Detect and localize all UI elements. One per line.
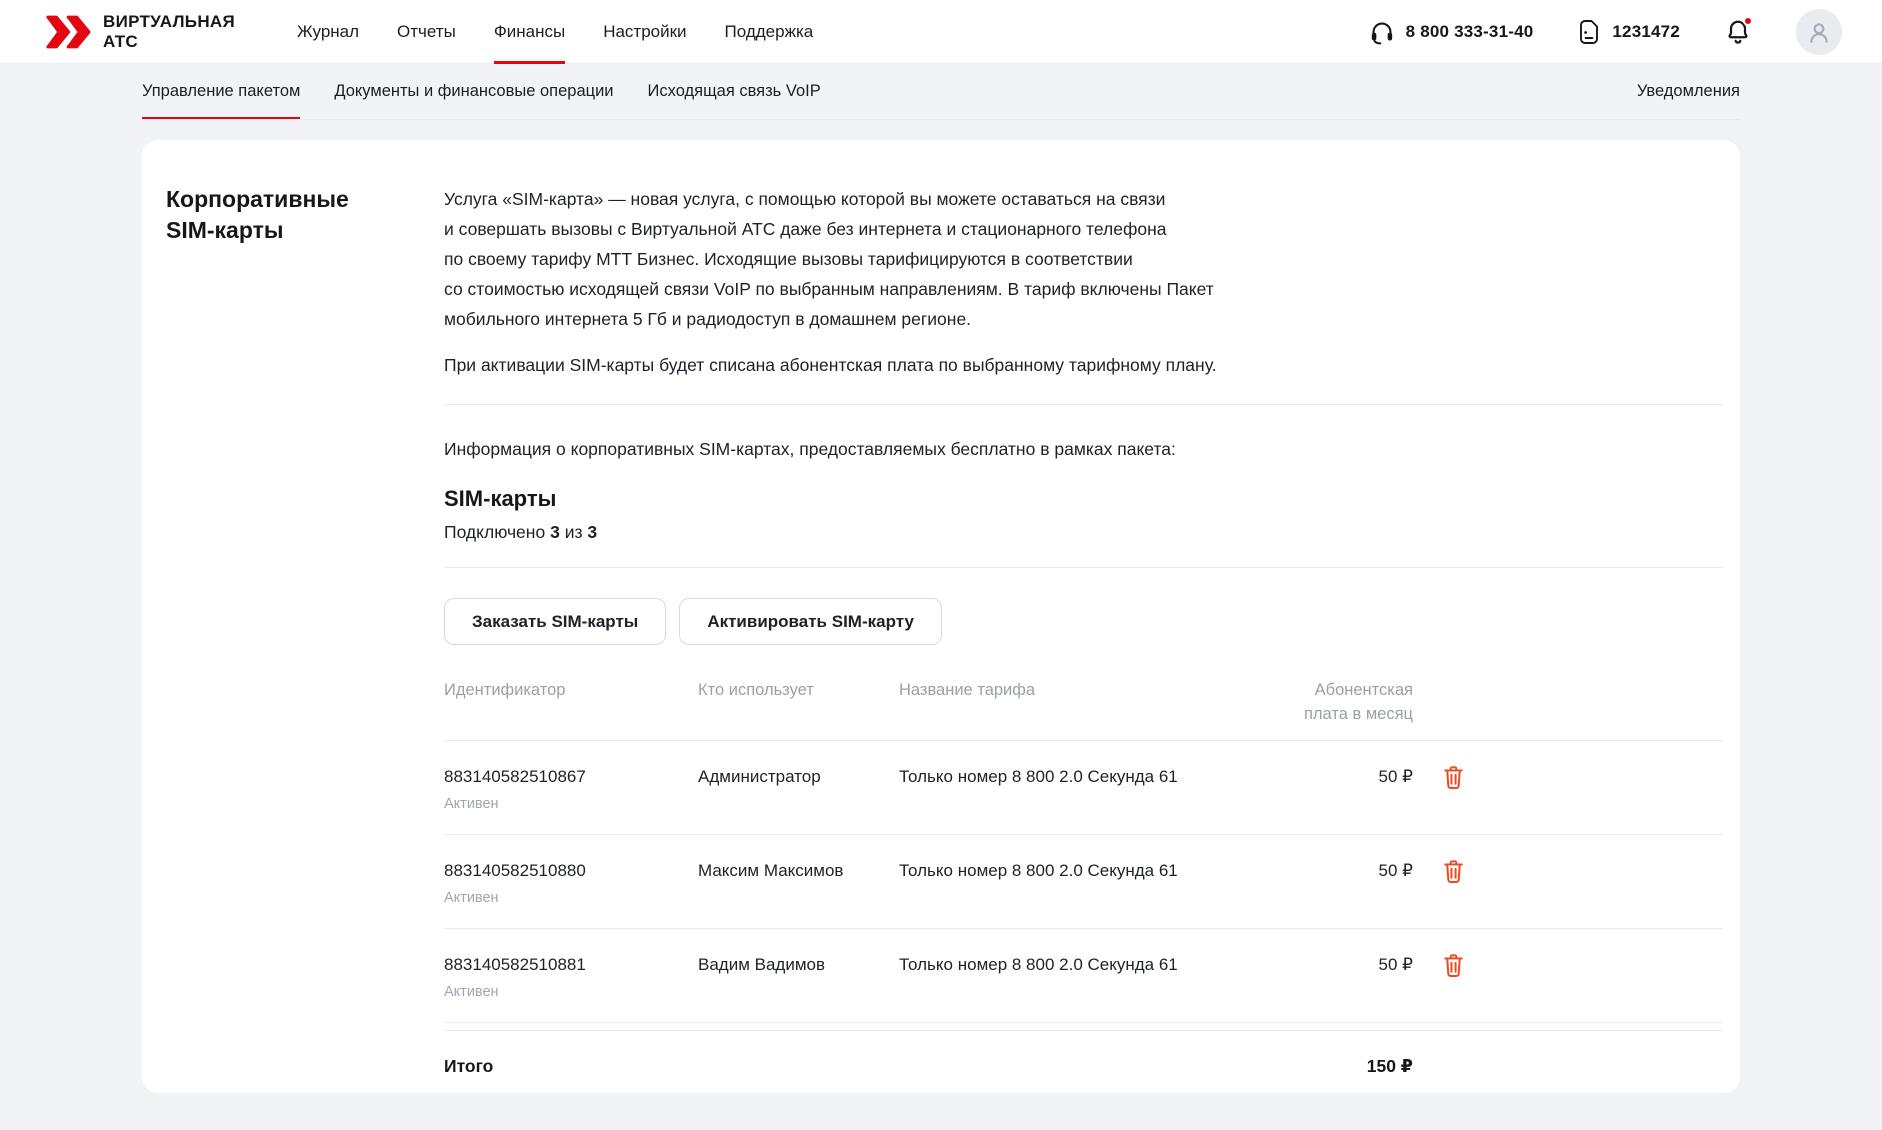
total-value: 150 ₽ [1366, 1056, 1413, 1076]
mtt-logo-icon [45, 14, 91, 50]
connected-total-value: 3 [587, 522, 598, 542]
col-tariff: Название тарифа [899, 681, 1036, 699]
nav-item-reports[interactable]: Отчеты [397, 21, 456, 41]
totals-divider [444, 1023, 1723, 1031]
person-icon [1806, 19, 1832, 45]
sim-user: Администратор [698, 767, 821, 786]
main-nav: Журнал Отчеты Финансы Настройки Поддержк… [297, 0, 813, 64]
sim-document-icon [1577, 19, 1601, 45]
tab-package-management[interactable]: Управление пакетом [142, 64, 301, 119]
col-monthly-fee: Абонентская плата в месяц [1303, 681, 1413, 723]
bell-icon [1724, 18, 1752, 46]
nav-item-finance[interactable]: Финансы [493, 0, 566, 64]
corporate-sim-card-panel: Корпоративные SIM-карты Услуга «SIM-карт… [142, 140, 1740, 1093]
col-identifier: Идентификатор [444, 681, 566, 699]
account-id: 1231472 [1612, 21, 1680, 41]
logo[interactable]: ВИРТУАЛЬНАЯ АТС [45, 12, 235, 51]
notification-dot [1743, 15, 1753, 26]
tab-documents-finance[interactable]: Документы и финансовые операции [334, 82, 614, 100]
col-user: Кто использует [698, 681, 814, 699]
totals-row: Итого 150 ₽ [444, 1031, 1723, 1077]
sim-user: Максим Максимов [698, 861, 844, 880]
connected-of-label: из [564, 522, 583, 542]
delete-sim-button[interactable] [1413, 764, 1493, 791]
sim-status: Активен [444, 890, 499, 906]
support-phone[interactable]: 8 800 333-31-40 [1369, 19, 1534, 45]
logo-text: ВИРТУАЛЬНАЯ АТС [103, 12, 235, 51]
headset-icon [1369, 19, 1395, 45]
nav-item-support[interactable]: Поддержка [724, 21, 814, 41]
sim-table-header: Идентификатор Кто использует Название та… [444, 678, 1723, 741]
divider [444, 404, 1723, 405]
divider [444, 567, 1723, 568]
delete-sim-button[interactable] [1413, 858, 1493, 885]
trash-icon [1441, 952, 1466, 979]
notifications-bell-button[interactable] [1724, 15, 1753, 46]
profile-avatar[interactable] [1796, 8, 1842, 55]
sim-price: 50 ₽ [1378, 861, 1413, 880]
nav-item-journal[interactable]: Журнал [297, 21, 360, 41]
sim-tariff: Только номер 8 800 2.0 Секунда 61 [899, 955, 1178, 974]
support-phone-number: 8 800 333-31-40 [1405, 21, 1534, 41]
page-title: Корпоративные SIM-карты [166, 186, 349, 243]
sim-status: Активен [444, 796, 499, 812]
sim-id-cell: 883140582510867 Активен [444, 767, 698, 812]
delete-sim-button[interactable] [1413, 952, 1493, 979]
nav-item-settings[interactable]: Настройки [603, 21, 687, 41]
finance-tabbar: Управление пакетом Документы и финансовы… [142, 64, 1740, 120]
top-header: ВИРТУАЛЬНАЯ АТС Журнал Отчеты Финансы На… [0, 0, 1882, 64]
trash-icon [1441, 764, 1466, 791]
sim-status: Активен [444, 984, 499, 1000]
sim-price: 50 ₽ [1378, 767, 1413, 786]
total-label: Итого [444, 1056, 494, 1076]
order-sim-button[interactable]: Заказать SIM-карты [444, 598, 667, 645]
trash-icon [1441, 858, 1466, 885]
tab-notifications[interactable]: Уведомления [1636, 82, 1740, 100]
sim-cards-heading: SIM-карты [444, 486, 557, 511]
package-info-text: Информация о корпоративных SIM-картах, п… [444, 439, 1176, 459]
sim-user: Вадим Вадимов [698, 955, 826, 974]
card-content: Услуга «SIM-карта» — новая услуга, с пом… [444, 184, 1723, 1093]
service-description: Услуга «SIM-карта» — новая услуга, с пом… [444, 189, 1214, 329]
table-row: 883140582510880 Активен Максим Максимов … [444, 835, 1723, 929]
activation-note: При активации SIM-карты будет списана аб… [444, 355, 1217, 375]
table-row: 883140582510867 Активен Администратор То… [444, 741, 1723, 835]
sim-id: 883140582510881 [444, 955, 586, 974]
sim-id-cell: 883140582510880 Активен [444, 861, 698, 906]
connected-label: Подключено [444, 522, 546, 542]
sim-price: 50 ₽ [1378, 955, 1413, 974]
sim-tariff: Только номер 8 800 2.0 Секунда 61 [899, 861, 1178, 880]
tab-outgoing-voip[interactable]: Исходящая связь VoIP [647, 82, 821, 100]
connected-used-value: 3 [550, 522, 560, 542]
activate-sim-button[interactable]: Активировать SIM-карту [679, 598, 942, 645]
account-number[interactable]: 1231472 [1577, 19, 1680, 45]
sim-id: 883140582510867 [444, 767, 586, 786]
sim-id-cell: 883140582510881 Активен [444, 955, 698, 1000]
table-row: 883140582510881 Активен Вадим Вадимов То… [444, 929, 1723, 1023]
sim-id: 883140582510880 [444, 861, 586, 880]
sim-actions: Заказать SIM-карты Активировать SIM-карт… [444, 598, 1723, 645]
sim-tariff: Только номер 8 800 2.0 Секунда 61 [899, 767, 1178, 786]
connected-counter: Подключено 3 из 3 [444, 522, 1723, 543]
header-right: 8 800 333-31-40 1231472 [1369, 8, 1842, 55]
